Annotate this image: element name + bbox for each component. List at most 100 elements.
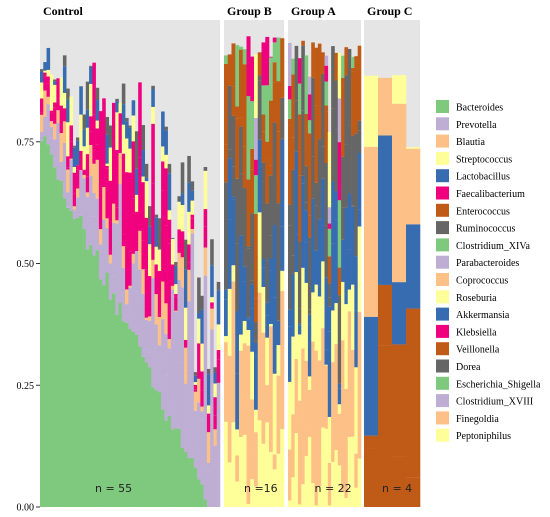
bar-segment	[210, 395, 214, 507]
bar-segment	[276, 441, 281, 454]
bar-segment	[239, 235, 244, 261]
bar-segment	[354, 256, 358, 311]
bar-segment	[184, 339, 188, 348]
bar-segment	[235, 243, 240, 312]
bar-segment	[82, 169, 87, 171]
bar-segment	[347, 249, 352, 290]
bar	[98, 111, 103, 507]
bar-segment	[250, 148, 255, 170]
bar-segment	[337, 285, 342, 296]
bar	[213, 367, 218, 507]
bar-segment	[82, 170, 87, 175]
bar-segment	[250, 399, 255, 454]
bar-segment	[288, 125, 292, 205]
bar-segment	[344, 249, 349, 305]
bar-segment	[203, 397, 208, 500]
bar-segment	[193, 410, 198, 447]
bar-segment	[294, 151, 299, 235]
bar-segment	[261, 363, 266, 444]
bar-segment	[242, 64, 247, 147]
bar-segment	[324, 105, 329, 112]
bar-segment	[164, 375, 168, 421]
bar-segment	[314, 430, 319, 506]
bar-segment	[112, 222, 116, 277]
bar-segment	[72, 206, 77, 210]
bar-segment	[307, 120, 312, 134]
bar-segment	[327, 283, 332, 298]
bar	[59, 77, 64, 507]
bar-segment	[272, 297, 277, 374]
bar-segment	[125, 172, 129, 216]
bar-segment	[321, 73, 325, 147]
bar-segment	[351, 206, 355, 270]
bar-segment	[200, 406, 204, 412]
bar-segment	[154, 264, 159, 275]
bar-segment	[56, 156, 60, 180]
bar-segment	[177, 362, 182, 429]
bar-segment	[297, 504, 302, 507]
bar-segment	[92, 163, 96, 193]
bar-segment	[327, 132, 332, 208]
bar	[257, 52, 262, 507]
bar-segment	[115, 223, 119, 255]
bar-segment	[351, 436, 355, 507]
legend-item: Faecalibacterium	[436, 186, 525, 200]
bar-segment	[297, 422, 302, 505]
bar-segment	[144, 163, 149, 178]
bar	[167, 163, 172, 507]
bar-segment	[357, 130, 362, 153]
bar-segment	[242, 320, 247, 344]
bar-segment	[378, 77, 393, 136]
bar	[138, 82, 142, 507]
bar-segment	[324, 364, 329, 366]
n-label: n = 4	[382, 482, 412, 495]
legend-label: Veillonella	[456, 345, 500, 356]
bar	[79, 86, 83, 508]
bar-segment	[269, 165, 274, 176]
bar-segment	[105, 228, 110, 262]
bar-segment	[239, 400, 244, 438]
bar-segment	[276, 37, 281, 82]
bar-segment	[112, 203, 116, 223]
bar-segment	[125, 315, 129, 323]
bar-segment	[357, 312, 362, 377]
bar-segment	[170, 238, 175, 265]
bar-segment	[304, 210, 309, 243]
bar-segment	[344, 75, 349, 145]
bar-segment	[347, 389, 352, 437]
bar-segment	[148, 306, 152, 317]
bar-segment	[138, 269, 142, 346]
bar	[115, 98, 119, 507]
bar-segment	[200, 309, 204, 344]
bar-segment	[187, 301, 191, 371]
bar-segment	[311, 292, 315, 342]
bar-segment	[167, 210, 172, 220]
bar-segment	[164, 303, 168, 335]
bar	[246, 36, 251, 507]
bar-segment	[102, 187, 106, 220]
bar-segment	[317, 360, 322, 419]
bar-segment	[82, 224, 87, 230]
bar-segment	[115, 112, 119, 150]
bar-segment	[224, 182, 229, 239]
bar-segment	[180, 287, 185, 357]
bar-segment	[294, 272, 299, 359]
bar-segment	[203, 247, 208, 276]
bar-segment	[125, 289, 129, 305]
bar-segment	[239, 173, 244, 236]
bar-segment	[280, 429, 285, 507]
legend-label: Coprococcus	[456, 276, 508, 287]
bar-segment	[276, 343, 281, 346]
bar-segment	[317, 219, 322, 287]
bar-segment	[167, 405, 172, 416]
bar-segment	[66, 122, 70, 157]
bar-segment	[337, 420, 342, 466]
bar-segment	[231, 115, 236, 167]
bar-segment	[157, 314, 162, 317]
legend-label: Bacteroides	[456, 103, 503, 114]
bar-segment	[121, 124, 126, 154]
bar-segment	[364, 435, 379, 449]
bar-segment	[357, 152, 362, 210]
bar-segment	[95, 100, 100, 121]
bar	[297, 58, 302, 507]
